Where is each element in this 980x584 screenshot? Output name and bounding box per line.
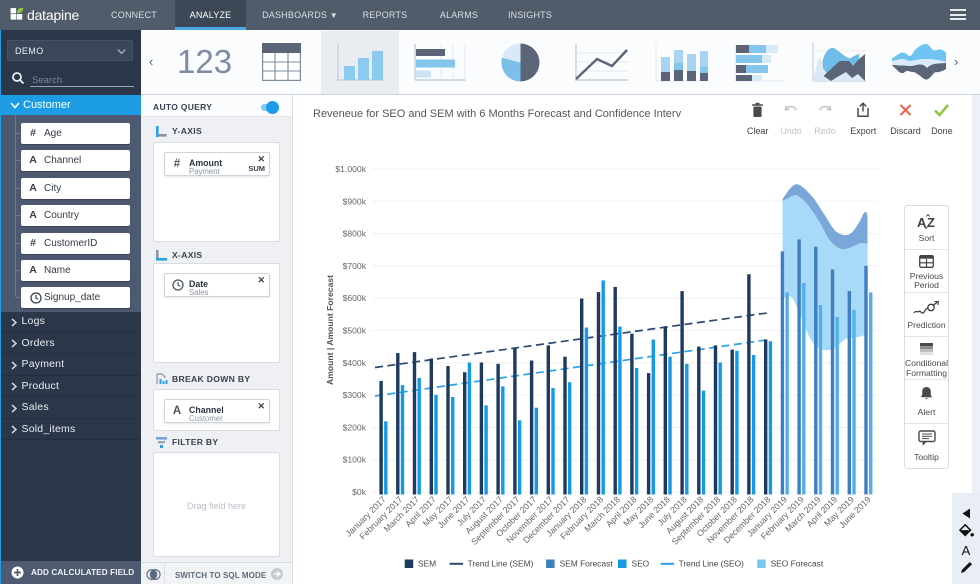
- svg-text:SEO: SEO: [632, 559, 650, 569]
- svg-text:Trend Line (SEM): Trend Line (SEM): [468, 559, 534, 569]
- svg-text:$400k: $400k: [343, 358, 367, 368]
- svg-text:Trend Line (SEO): Trend Line (SEO): [679, 559, 745, 569]
- svg-text:SEM: SEM: [418, 559, 436, 569]
- svg-text:$700k: $700k: [343, 261, 367, 271]
- svg-text:$200k: $200k: [343, 422, 367, 432]
- svg-text:SEO Forecast: SEO Forecast: [771, 559, 824, 569]
- svg-text:$500k: $500k: [343, 326, 367, 336]
- svg-text:$0k: $0k: [352, 487, 367, 497]
- svg-text:$300k: $300k: [343, 390, 367, 400]
- svg-text:$800k: $800k: [343, 229, 367, 239]
- svg-text:$1.000k: $1.000k: [335, 164, 366, 174]
- svg-text:$100k: $100k: [343, 455, 367, 465]
- svg-text:$900k: $900k: [343, 196, 367, 206]
- svg-text:SEM Forecast: SEM Forecast: [560, 559, 614, 569]
- svg-text:A: A: [917, 215, 927, 230]
- svg-text:$600k: $600k: [343, 293, 367, 303]
- svg-text:Z: Z: [927, 215, 935, 230]
- svg-text:Amount | Amount Forecast: Amount | Amount Forecast: [325, 275, 335, 385]
